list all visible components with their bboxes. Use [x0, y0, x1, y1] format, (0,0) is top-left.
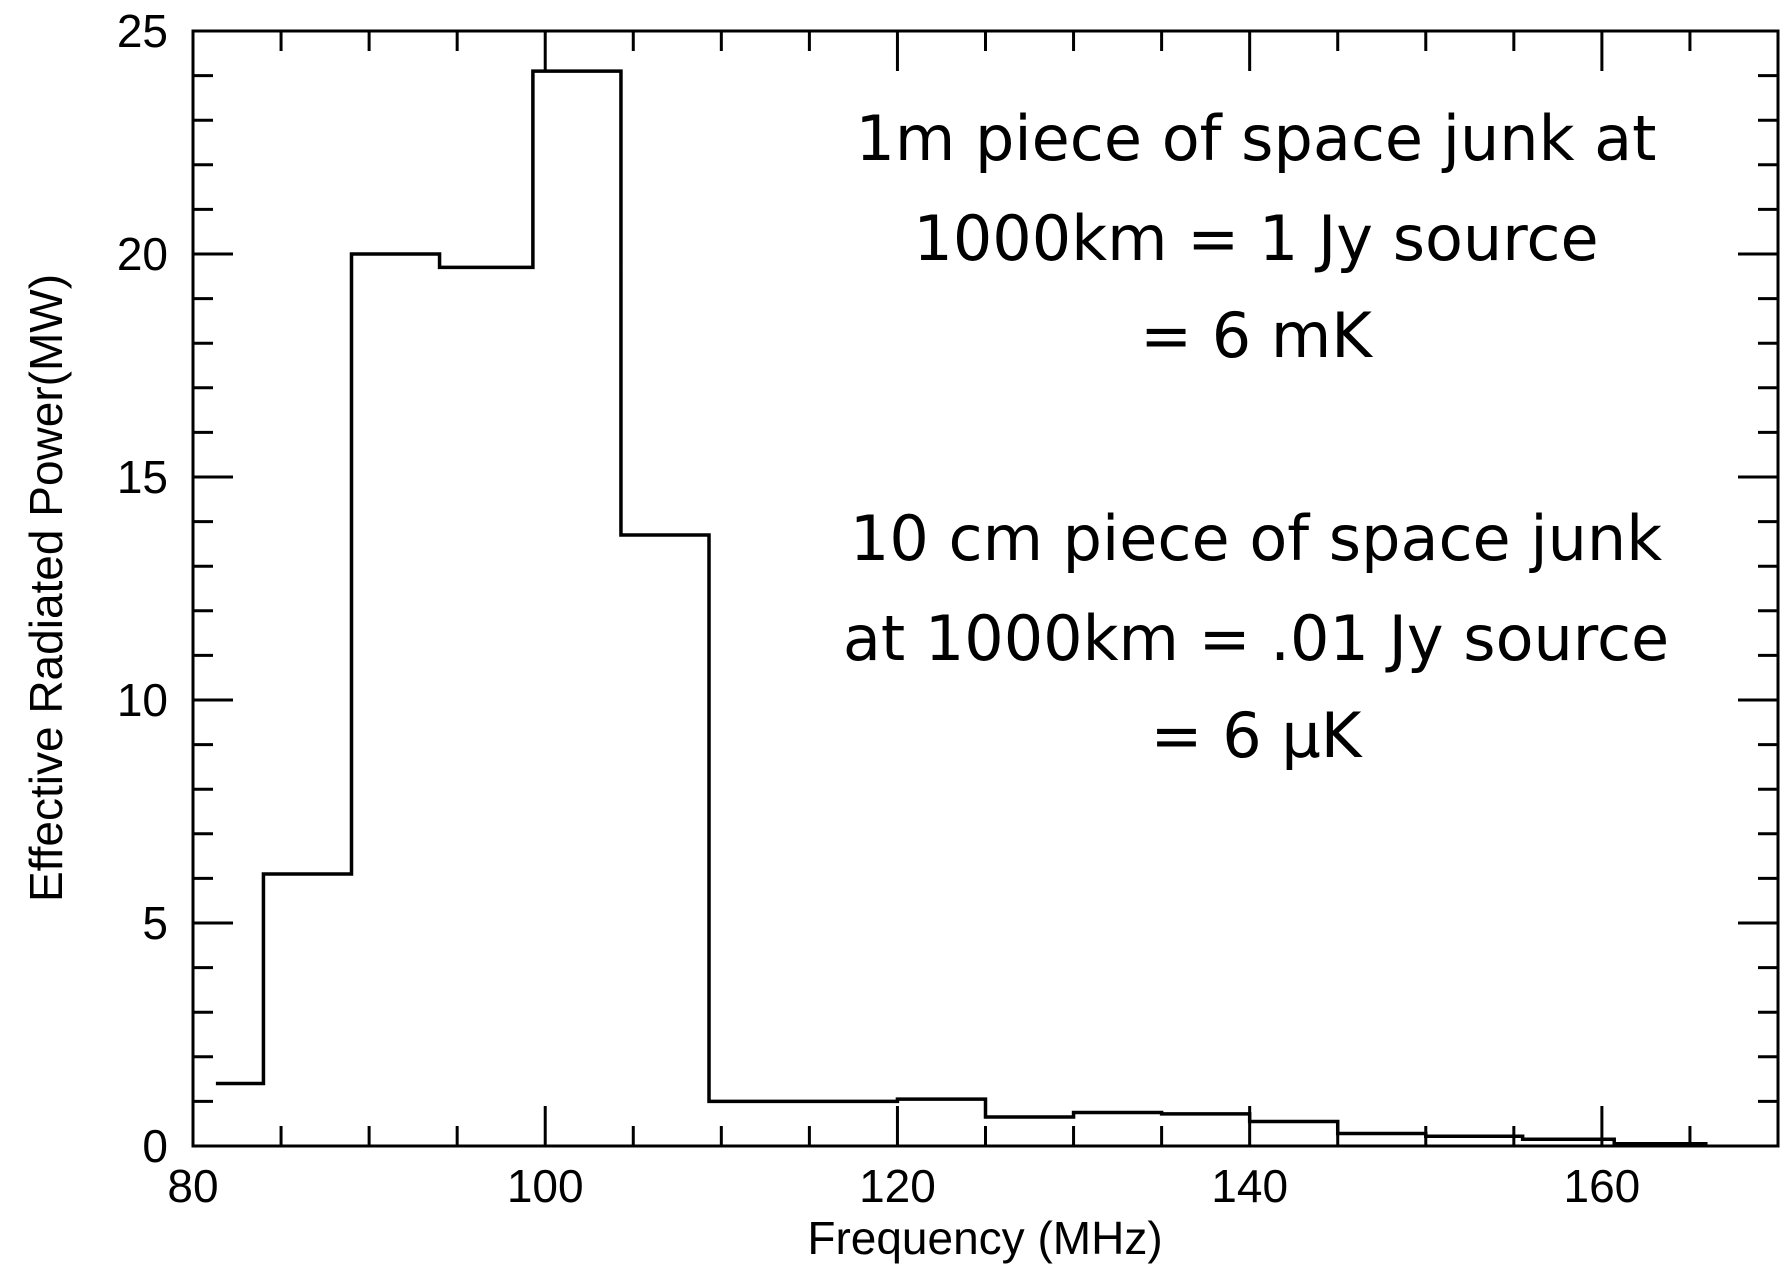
histogram-bin-3	[352, 254, 440, 1146]
histogram-bin-11	[1074, 1113, 1162, 1146]
annotation-2-line-3: = 6 µK	[1151, 699, 1363, 772]
histogram-bin-2	[263, 874, 351, 1146]
y-tick-label-10: 10	[117, 674, 168, 726]
histogram-bin-13	[1250, 1121, 1338, 1146]
x-tick-label-120: 120	[859, 1160, 936, 1212]
x-tick-label-160: 160	[1564, 1160, 1641, 1212]
y-axis-title: Effective Radiated Power(MW)	[20, 274, 72, 902]
annotation-1-line-3: = 6 mK	[1140, 299, 1373, 372]
plot-frame	[191, 29, 1780, 1148]
y-tick-label-0: 0	[142, 1120, 168, 1172]
histogram-bin-5	[533, 71, 621, 1146]
annotation-1-line-1: 1m piece of space junk at	[855, 102, 1656, 175]
x-tick-label-140: 140	[1211, 1160, 1288, 1212]
minor-ticks	[193, 31, 1780, 1146]
histogram-step-line	[215, 69, 1708, 1146]
y-tick-labels: 0 5 10 15 20 25	[117, 5, 168, 1172]
y-tick-label-25: 25	[117, 5, 168, 57]
x-axis-title: Frequency (MHz)	[807, 1212, 1162, 1264]
x-tick-label-80: 80	[167, 1160, 218, 1212]
histogram-bin-6	[621, 535, 709, 1146]
histogram-bin-12	[1162, 1114, 1250, 1146]
y-tick-label-5: 5	[142, 897, 168, 949]
histogram-bin-1	[216, 1084, 264, 1146]
annotation-2-line-1: 10 cm piece of space junk	[850, 502, 1662, 575]
x-tick-labels: 80 100 120 140 160	[167, 1160, 1640, 1212]
y-tick-label-20: 20	[117, 228, 168, 280]
annotation-2-line-2: at 1000km = .01 Jy source	[843, 602, 1669, 675]
y-tick-label-15: 15	[117, 451, 168, 503]
histogram-bin-14	[1338, 1134, 1426, 1146]
major-ticks	[191, 29, 1778, 1148]
histogram-bin-9	[897, 1099, 985, 1146]
annotation-1-line-2: 1000km = 1 Jy source	[913, 202, 1598, 275]
histogram-bin-4	[440, 267, 533, 1146]
x-tick-label-100: 100	[507, 1160, 584, 1212]
histogram-bin-10	[986, 1117, 1074, 1146]
histogram-bin-8	[797, 1101, 897, 1146]
annotations: 1m piece of space junk at 1000km = 1 Jy …	[843, 102, 1669, 772]
